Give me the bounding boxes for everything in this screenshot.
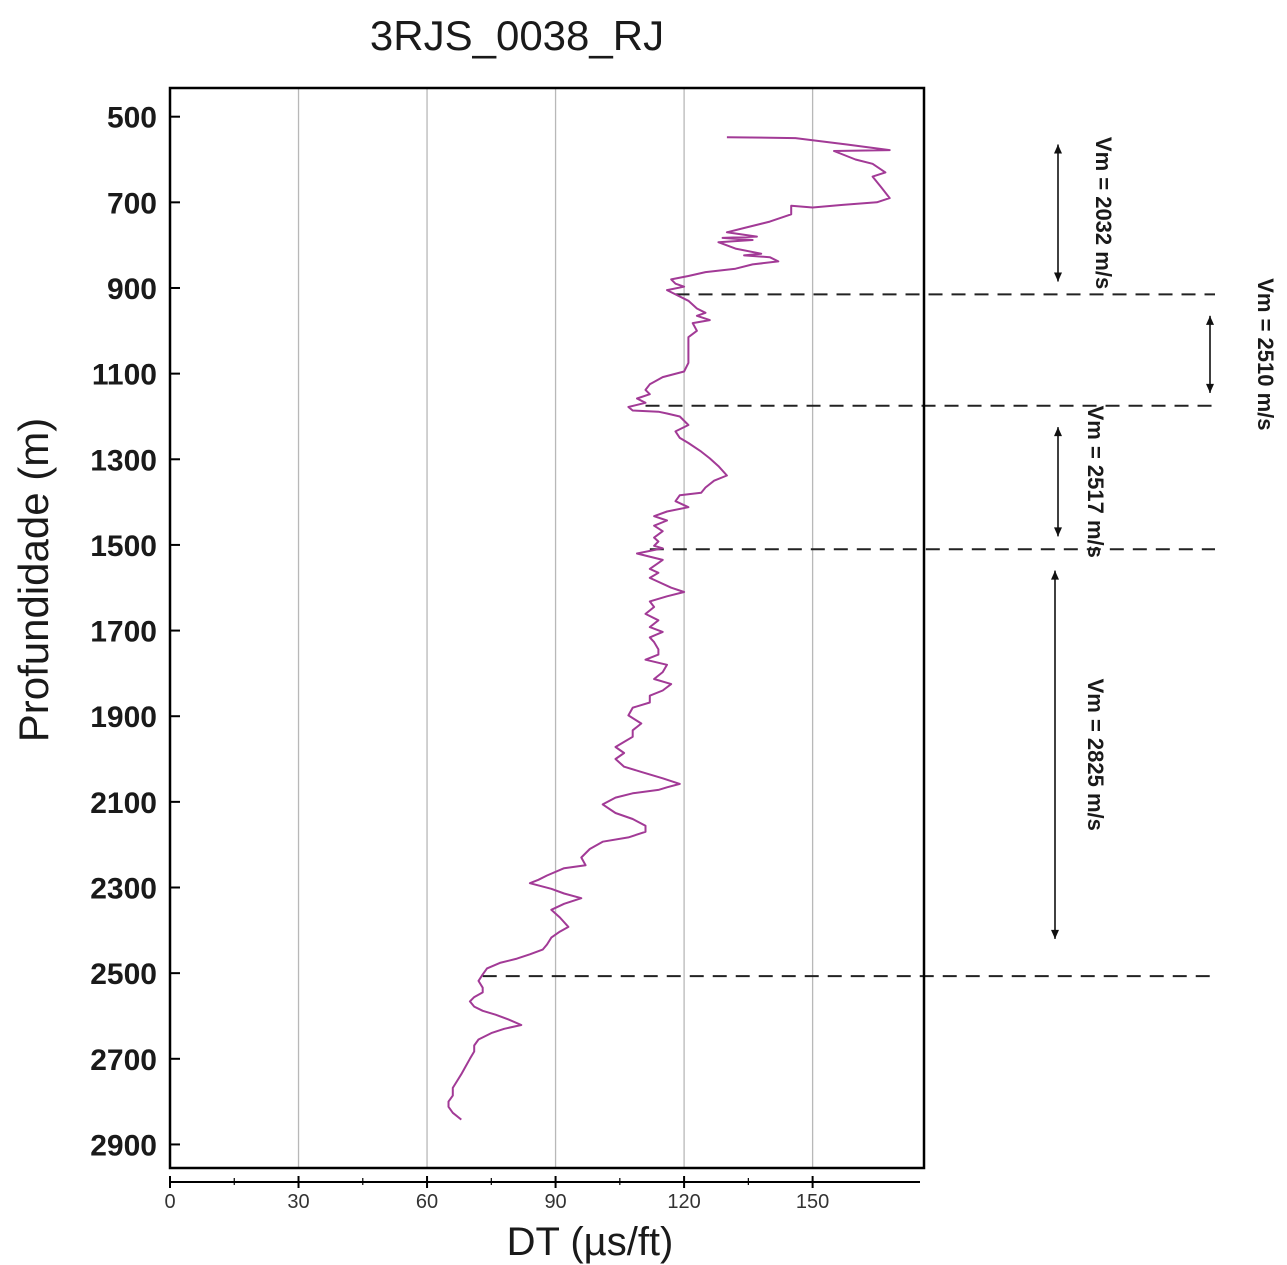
interval-velocity-label: Vm = 2510 m/s — [1253, 278, 1278, 430]
y-tick-label: 1100 — [92, 359, 157, 392]
y-tick-label: 1900 — [90, 701, 157, 734]
interval-annotations: Vm = 2032 m/s Vm = 2510 m/s Vm = 2517 m/s V… — [1051, 137, 1278, 939]
x-tick-label: 60 — [416, 1191, 438, 1213]
chart-title: 3RJS_0038_RJ — [370, 12, 664, 59]
interval-velocity-label: Vm = 2517 m/s — [1083, 406, 1108, 558]
grid-lines — [297, 88, 814, 1168]
y-axis-label: Profundidade (m) — [10, 418, 57, 743]
dt-series-line — [447, 136, 891, 1121]
interval-arrow-head — [1054, 527, 1062, 537]
interval-velocity-label: Vm = 2032 m/s — [1091, 137, 1116, 289]
y-tick-label: 2900 — [90, 1129, 157, 1162]
plot-frame — [168, 86, 926, 1170]
y-tick-label: 500 — [107, 102, 157, 135]
interval-arrow-head — [1206, 383, 1214, 393]
interval-velocity-label: Vm = 2825 m/s — [1083, 679, 1108, 831]
x-tick-label: 150 — [796, 1191, 829, 1213]
x-axis: 0 30 60 90 120 150 — [164, 1176, 920, 1213]
x-tick-label: 90 — [544, 1191, 566, 1213]
interval-arrow-head — [1054, 427, 1062, 437]
y-tick-label: 2500 — [90, 958, 157, 991]
y-tick-label: 1300 — [90, 444, 157, 477]
interval-arrow-head — [1206, 315, 1214, 325]
y-tick-label: 2300 — [90, 873, 157, 906]
interval-arrow-head — [1054, 144, 1062, 154]
y-tick-label: 900 — [107, 273, 157, 306]
interval-arrow-head — [1051, 570, 1059, 580]
x-tick-label: 30 — [287, 1191, 309, 1213]
x-axis-label: DT (µs/ft) — [507, 1220, 674, 1264]
x-tick-label: 0 — [164, 1191, 175, 1213]
reference-lines — [482, 293, 1215, 978]
y-tick-label: 1500 — [90, 530, 157, 563]
interval-arrow-head — [1054, 272, 1062, 282]
y-axis-ticks: 500 700 900 1100 1300 1500 1700 1900 2100 2300 250… — [90, 102, 180, 1162]
x-tick-label: 120 — [667, 1191, 700, 1213]
y-tick-label: 2700 — [90, 1044, 157, 1077]
y-tick-label: 2100 — [90, 787, 157, 820]
interval-arrow-head — [1051, 929, 1059, 939]
y-tick-label: 1700 — [90, 616, 157, 649]
y-tick-label: 700 — [107, 187, 157, 220]
